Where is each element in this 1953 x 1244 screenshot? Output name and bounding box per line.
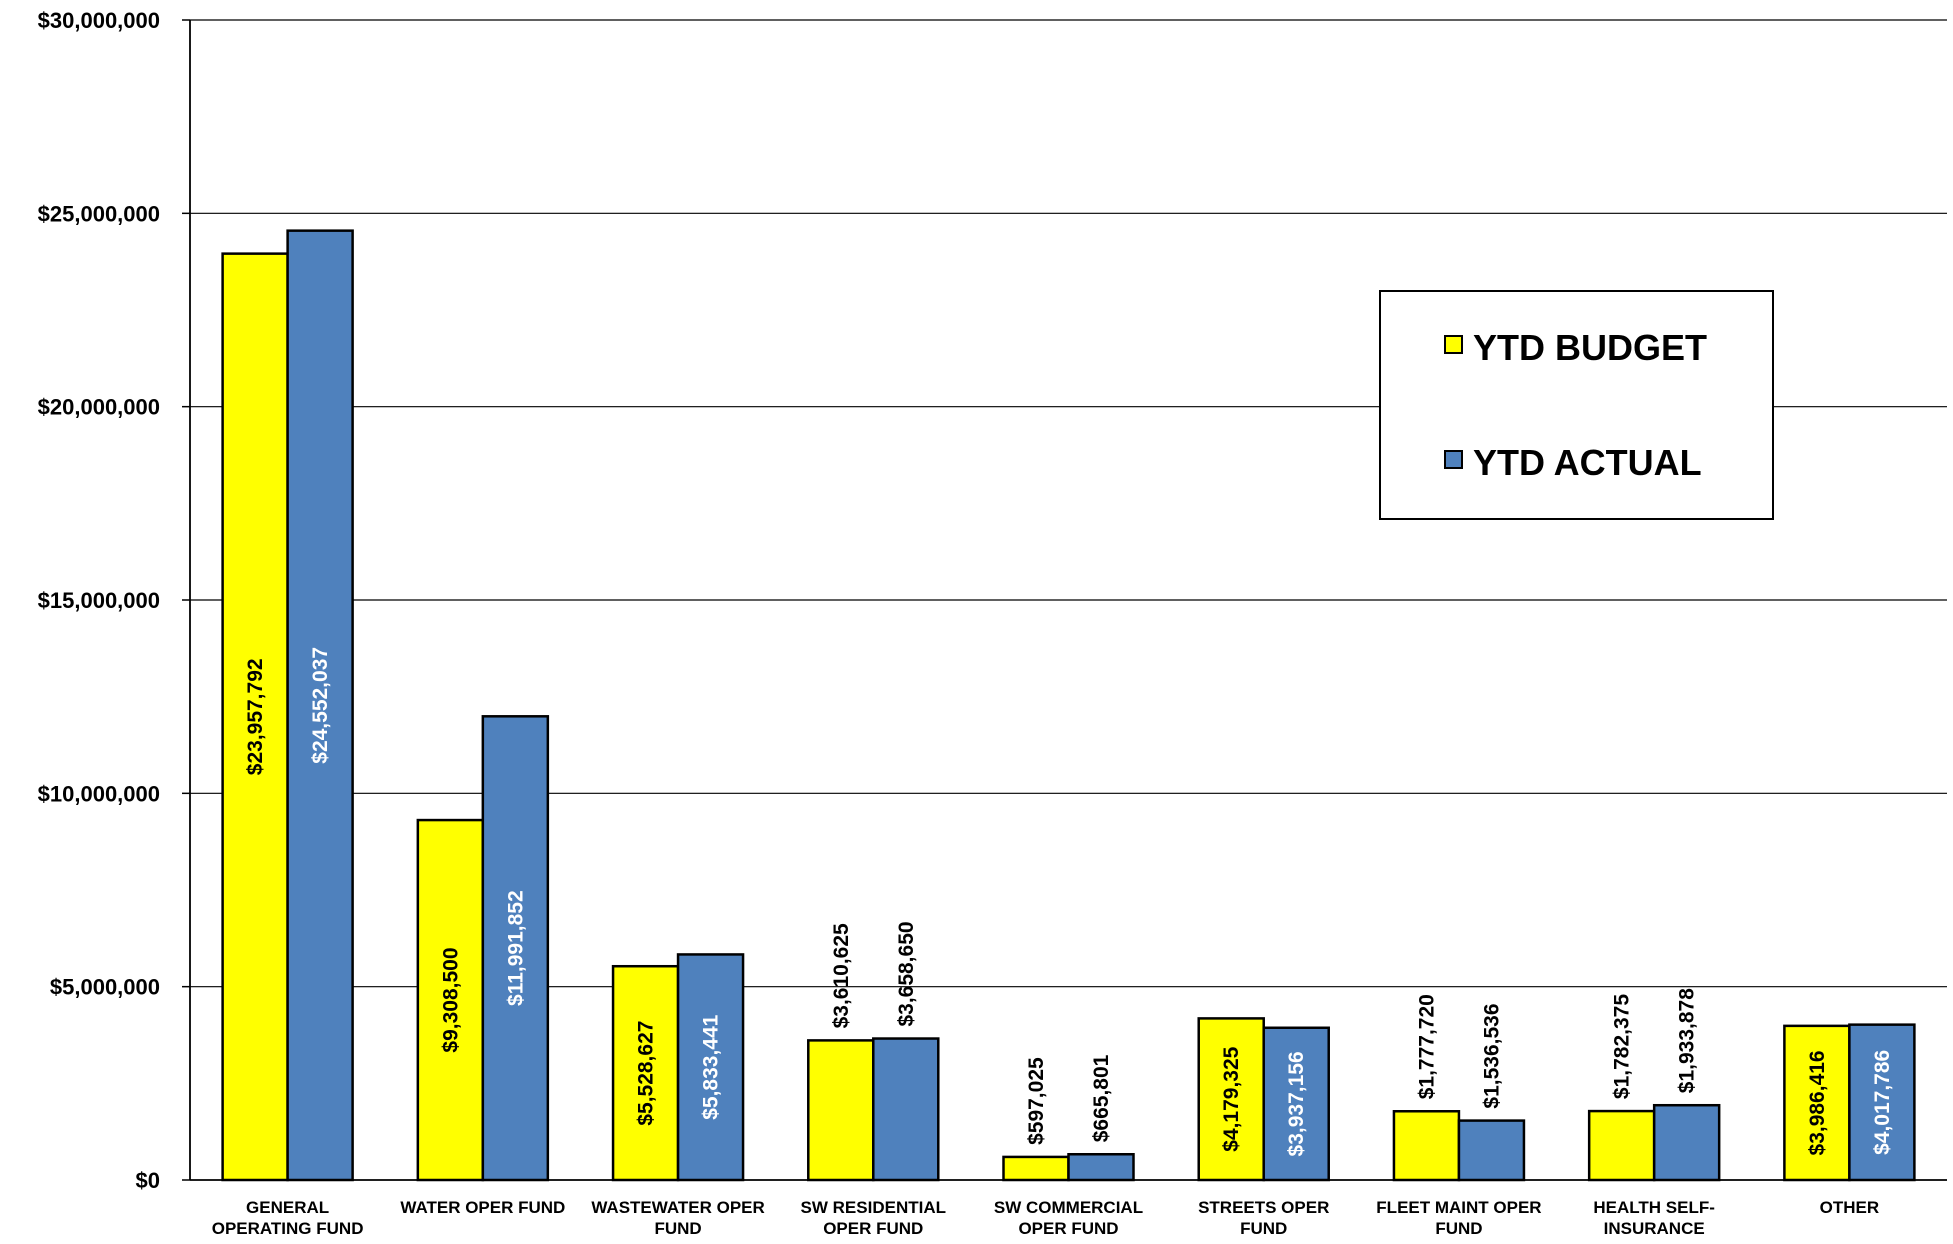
data-label: $1,536,536 <box>1480 1003 1503 1108</box>
bar-ytd-budget <box>1587 1109 1656 1182</box>
category-label: OPER FUND <box>823 1219 923 1238</box>
data-label: $5,528,627 <box>635 1021 658 1126</box>
legend-label: YTD ACTUAL <box>1473 442 1702 483</box>
data-label: $3,986,416 <box>1806 1050 1829 1155</box>
bar-ytd-budget <box>807 1039 875 1182</box>
data-label: $9,308,500 <box>439 947 462 1052</box>
bar-ytd-actual <box>1067 1153 1135 1182</box>
bars <box>221 229 1916 1182</box>
y-tick-label: $0 <box>136 1168 160 1193</box>
y-axis: $0 $5,000,000 $10,000,000 $15,000,000 $20,00… <box>38 8 191 1193</box>
category-label: INSURANCE <box>1604 1219 1705 1238</box>
legend-box <box>1379 290 1774 520</box>
data-label: $665,801 <box>1090 1054 1113 1142</box>
data-label: $24,552,037 <box>309 647 332 764</box>
data-label: $4,017,786 <box>1871 1050 1894 1155</box>
data-label: $5,833,441 <box>700 1014 723 1119</box>
category-label: HEALTH SELF- <box>1593 1198 1715 1217</box>
category-label: GENERAL <box>246 1198 329 1217</box>
bar-ytd-actual <box>1262 1026 1330 1182</box>
y-tick-label: $15,000,000 <box>38 588 160 613</box>
data-label: $3,658,650 <box>895 921 918 1026</box>
bar-ytd-actual <box>1652 1103 1721 1182</box>
legend-swatch <box>1444 335 1463 354</box>
y-tick-label: $30,000,000 <box>38 8 160 33</box>
x-axis: GENERAL OPERATING FUND WATER OPER FUND WAST… <box>190 1179 1947 1238</box>
bar-ytd-budget <box>1392 1110 1461 1182</box>
category-label: OPERATING FUND <box>212 1219 364 1238</box>
legend: YTD BUDGET YTD ACTUAL <box>1379 290 1774 520</box>
bar-ytd-actual <box>481 715 550 1182</box>
y-tick-label: $25,000,000 <box>38 201 160 226</box>
category-label: WASTEWATER OPER <box>591 1198 764 1217</box>
bar-ytd-budget <box>416 818 485 1182</box>
bar-ytd-actual <box>676 953 745 1182</box>
category-label: SW RESIDENTIAL <box>801 1198 946 1217</box>
data-label: $1,777,720 <box>1415 994 1438 1099</box>
bar-ytd-budget <box>1783 1024 1851 1182</box>
data-label: $597,025 <box>1025 1057 1048 1145</box>
category-label: FUND <box>1435 1219 1482 1238</box>
y-tick-label: $20,000,000 <box>38 395 160 420</box>
category-label: FUND <box>654 1219 701 1238</box>
category-label: FLEET MAINT OPER <box>1376 1198 1541 1217</box>
category-label: OPER FUND <box>1018 1219 1118 1238</box>
bar-ytd-actual <box>1457 1119 1526 1182</box>
bar-ytd-actual <box>1848 1023 1916 1182</box>
bar-ytd-budget <box>1002 1155 1070 1182</box>
legend-label: YTD BUDGET <box>1473 327 1707 368</box>
data-label: $11,991,852 <box>504 890 527 1006</box>
category-label: OTHER <box>1820 1198 1880 1217</box>
category-label: FUND <box>1240 1219 1287 1238</box>
category-label: STREETS OPER <box>1198 1198 1329 1217</box>
bar-ytd-actual <box>286 229 354 1182</box>
y-tick-label: $5,000,000 <box>50 975 160 1000</box>
data-labels: $23,957,792 $24,552,037 $9,308,500 $11,991,… <box>244 647 1894 1157</box>
data-label: $1,782,375 <box>1611 994 1634 1099</box>
data-label: $4,179,325 <box>1220 1046 1243 1151</box>
bar-ytd-actual <box>872 1037 940 1182</box>
data-label: $23,957,792 <box>244 658 267 775</box>
data-label: $3,937,156 <box>1285 1051 1308 1156</box>
legend-swatch <box>1444 450 1463 469</box>
data-label: $1,933,878 <box>1676 988 1699 1093</box>
data-label: $3,610,625 <box>830 923 853 1028</box>
y-tick-label: $10,000,000 <box>38 781 160 806</box>
category-label: WATER OPER FUND <box>400 1198 565 1217</box>
category-label: SW COMMERCIAL <box>994 1198 1143 1217</box>
